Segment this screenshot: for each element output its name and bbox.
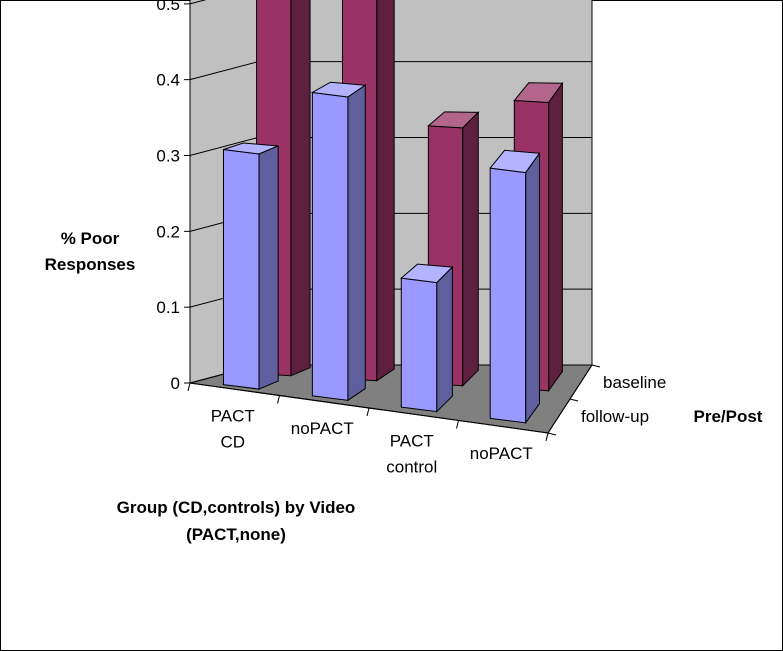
bar (400, 263, 454, 413)
z-axis-title: Pre/Post (694, 407, 763, 426)
y-tick-label: 0.2 (156, 222, 180, 241)
label: noPACT (291, 419, 354, 438)
bar-front (489, 167, 527, 424)
bar-side (258, 145, 279, 390)
bar-side (436, 265, 453, 413)
bar (310, 81, 367, 402)
x-tick (545, 432, 549, 442)
bar-side (548, 81, 563, 393)
y-tick-label: 0.4 (156, 71, 180, 90)
x-tick (456, 420, 459, 429)
bar-front (311, 91, 349, 401)
legend-entry: baseline (603, 373, 666, 392)
bar (222, 142, 279, 390)
label: Group (CD,controls) by Video (PACT,none) (117, 498, 356, 544)
z-tick (591, 364, 601, 368)
y-tick-label: 0 (171, 374, 180, 393)
x-tick (366, 407, 370, 417)
z-tick (569, 398, 579, 402)
legend-entry: follow-up (581, 407, 649, 426)
label: % Poor Responses (45, 229, 136, 274)
y-tick-label: 0.1 (156, 298, 180, 317)
label: PACT CD (211, 406, 255, 451)
bar-front (222, 148, 260, 390)
label: noPACT (470, 444, 533, 463)
bar-side (290, 0, 311, 377)
bar-side (347, 84, 366, 402)
bar-front (400, 277, 438, 413)
label: PACT control (386, 431, 437, 476)
bar-side (525, 151, 540, 425)
bar-side (376, 0, 395, 382)
x-tick (187, 382, 191, 392)
z-tick (547, 432, 557, 436)
x-tick (277, 395, 280, 404)
y-tick-label: 0.3 (156, 147, 180, 166)
y-tick-label: 0.5 (156, 0, 180, 14)
bar-side (462, 111, 479, 387)
bar (489, 149, 541, 425)
